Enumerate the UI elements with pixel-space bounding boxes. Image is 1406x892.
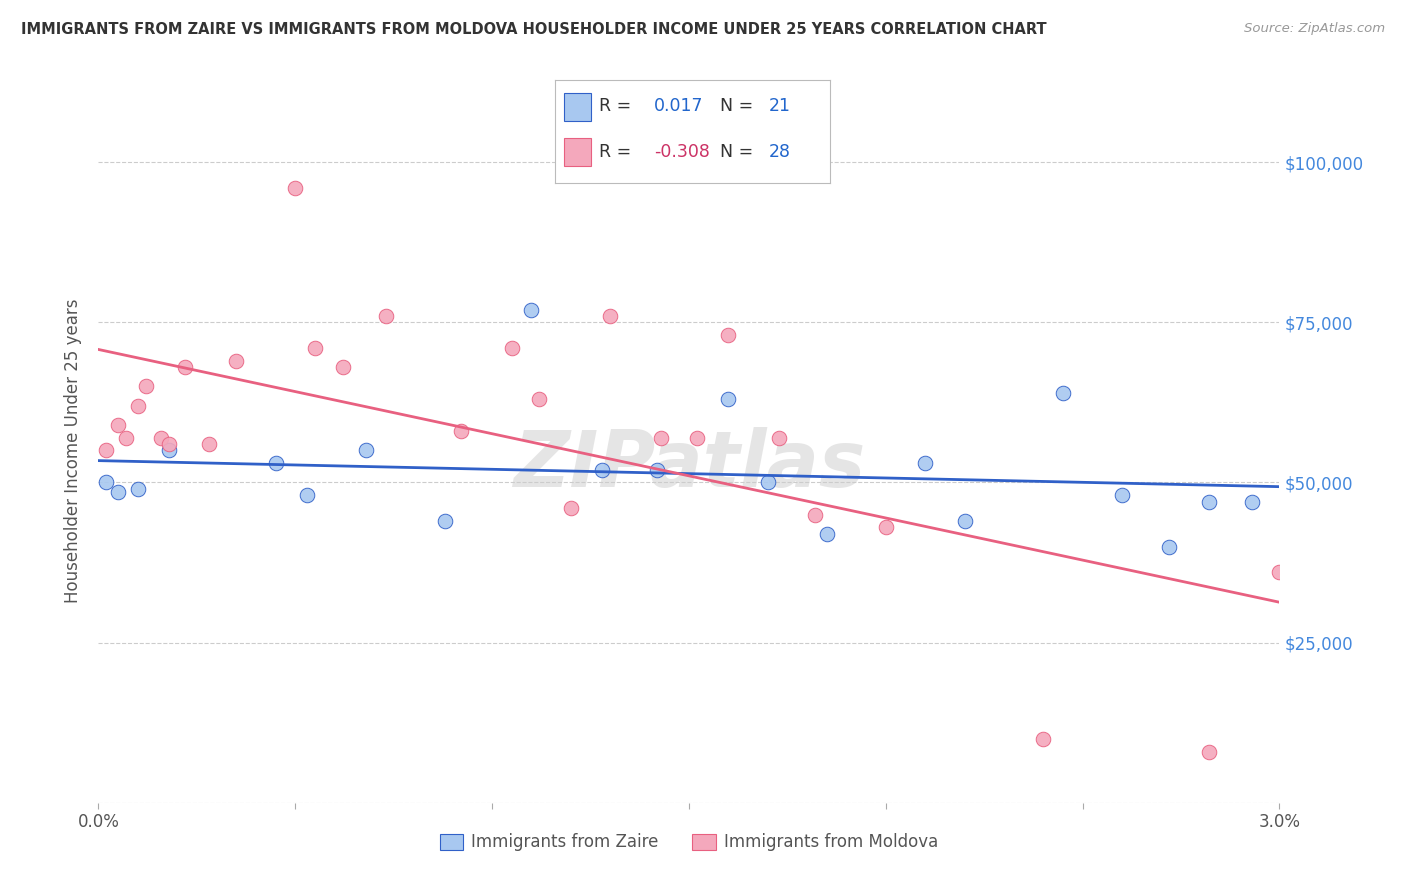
- Point: [686, 431, 709, 445]
- Point: [647, 463, 669, 477]
- Point: [225, 353, 247, 368]
- Point: [174, 360, 197, 375]
- Point: [127, 399, 149, 413]
- Point: [332, 360, 354, 375]
- Point: [295, 488, 318, 502]
- Point: [1240, 494, 1263, 508]
- Point: [1032, 731, 1054, 746]
- Point: [501, 341, 523, 355]
- Point: [374, 309, 396, 323]
- Point: [354, 443, 377, 458]
- Point: [953, 514, 976, 528]
- Point: [1198, 745, 1220, 759]
- Point: [804, 508, 827, 522]
- Point: [96, 475, 118, 490]
- Bar: [564, 137, 591, 167]
- Point: [135, 379, 157, 393]
- Point: [1198, 494, 1220, 508]
- Text: R =: R =: [599, 97, 637, 115]
- Text: 21: 21: [769, 97, 792, 115]
- Point: [717, 328, 740, 343]
- Point: [107, 485, 129, 500]
- Point: [768, 431, 790, 445]
- Point: [1159, 540, 1181, 554]
- Text: N =: N =: [720, 97, 759, 115]
- Point: [433, 514, 456, 528]
- Point: [875, 520, 897, 534]
- Text: Source: ZipAtlas.com: Source: ZipAtlas.com: [1244, 22, 1385, 36]
- Point: [520, 302, 543, 317]
- Text: N =: N =: [720, 143, 759, 161]
- Point: [264, 456, 287, 470]
- Point: [127, 482, 149, 496]
- Point: [650, 431, 672, 445]
- Point: [529, 392, 551, 407]
- Point: [150, 431, 173, 445]
- Point: [450, 424, 472, 438]
- Bar: [564, 93, 591, 121]
- Point: [1111, 488, 1133, 502]
- Text: 28: 28: [769, 143, 792, 161]
- Point: [197, 437, 219, 451]
- Point: [756, 475, 779, 490]
- Point: [560, 501, 582, 516]
- Legend: Immigrants from Zaire, Immigrants from Moldova: Immigrants from Zaire, Immigrants from M…: [433, 827, 945, 858]
- Point: [157, 437, 180, 451]
- Point: [815, 526, 838, 541]
- Point: [717, 392, 740, 407]
- Point: [284, 181, 307, 195]
- Y-axis label: Householder Income Under 25 years: Householder Income Under 25 years: [65, 298, 83, 603]
- Point: [591, 463, 613, 477]
- Text: -0.308: -0.308: [654, 143, 710, 161]
- Point: [115, 431, 138, 445]
- Point: [107, 417, 129, 432]
- Text: R =: R =: [599, 143, 637, 161]
- Text: IMMIGRANTS FROM ZAIRE VS IMMIGRANTS FROM MOLDOVA HOUSEHOLDER INCOME UNDER 25 YEA: IMMIGRANTS FROM ZAIRE VS IMMIGRANTS FROM…: [21, 22, 1046, 37]
- Point: [599, 309, 621, 323]
- Point: [1052, 385, 1074, 400]
- Point: [96, 443, 118, 458]
- Text: ZIPatlas: ZIPatlas: [513, 426, 865, 502]
- Point: [304, 341, 326, 355]
- Text: 0.017: 0.017: [654, 97, 703, 115]
- Point: [914, 456, 936, 470]
- Point: [157, 443, 180, 458]
- Point: [1268, 565, 1291, 579]
